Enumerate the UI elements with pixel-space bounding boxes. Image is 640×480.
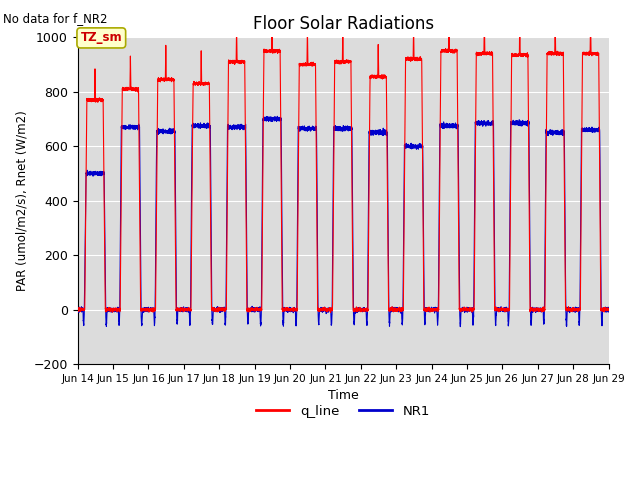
Text: TZ_sm: TZ_sm [81, 31, 122, 45]
Text: No data for f_NR2: No data for f_NR2 [3, 12, 108, 25]
X-axis label: Time: Time [328, 389, 358, 402]
Y-axis label: PAR (umol/m2/s), Rnet (W/m2): PAR (umol/m2/s), Rnet (W/m2) [15, 110, 28, 291]
Legend: q_line, NR1: q_line, NR1 [251, 399, 435, 423]
Title: Floor Solar Radiations: Floor Solar Radiations [253, 15, 434, 33]
